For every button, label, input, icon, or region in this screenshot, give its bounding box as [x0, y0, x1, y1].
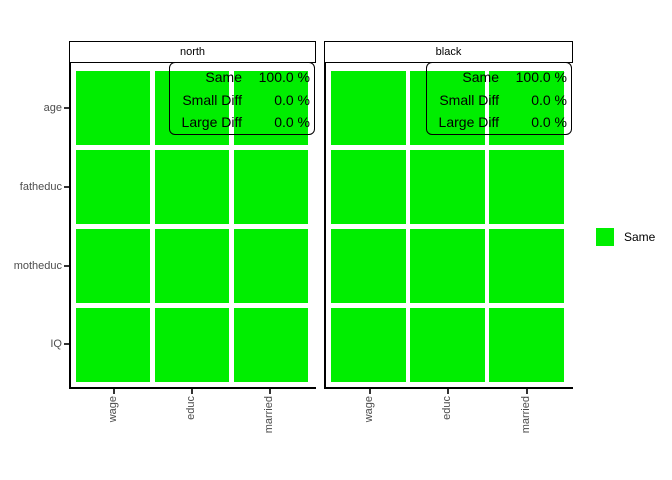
- heatmap-tile: [76, 228, 151, 304]
- heatmap-tile: [410, 307, 485, 382]
- x-tick-label: married: [263, 396, 275, 434]
- y-tick-label: motheduc: [13, 260, 62, 272]
- heatmap-tile: [76, 71, 151, 146]
- x-tick-label: educ: [185, 396, 197, 420]
- annotation-value: 100.0 %: [258, 69, 310, 85]
- heatmap-tile: [489, 149, 564, 225]
- x-axis-tick: [526, 389, 528, 394]
- x-tick-label: educ: [441, 396, 453, 420]
- annotation-box-north: Same 100.0 % Small Diff 0.0 % Large Diff…: [169, 62, 315, 135]
- y-tick-label: age: [43, 102, 62, 114]
- annotation-row: Large Diff 0.0 %: [170, 111, 314, 134]
- heatmap-tile: [331, 307, 406, 382]
- heatmap-tile: [76, 307, 151, 382]
- x-tick-label: wage: [363, 396, 375, 423]
- annotation-value: 0.0 %: [531, 114, 567, 130]
- legend-key-swatch: [596, 228, 614, 246]
- annotation-label: Small Diff: [182, 91, 242, 108]
- heatmap-tile: [489, 228, 564, 304]
- y-axis-tick: [64, 343, 69, 345]
- x-axis-tick: [269, 389, 271, 394]
- heatmap-tile: [154, 228, 230, 304]
- heatmap-tile: [233, 228, 308, 304]
- facet-strip-north: north: [69, 41, 316, 63]
- annotation-label: Same: [205, 69, 242, 85]
- heatmap-tile: [489, 307, 564, 382]
- x-axis-tick: [113, 389, 115, 394]
- x-axis-line: [69, 387, 316, 389]
- annotation-row: Same 100.0 %: [170, 66, 314, 89]
- heatmap-tile: [410, 149, 485, 225]
- annotation-label: Same: [462, 69, 499, 85]
- annotation-value: 0.0 %: [274, 91, 310, 108]
- heatmap-tile: [489, 71, 564, 146]
- y-tick-label: fatheduc: [19, 181, 62, 193]
- annotation-row: Small Diff 0.0 %: [427, 89, 571, 112]
- x-axis-line: [324, 387, 573, 389]
- annotation-row: Same 100.0 %: [427, 66, 571, 89]
- x-axis-tick: [447, 389, 449, 394]
- heatmap-tile: [76, 149, 151, 225]
- facet-strip-label: north: [179, 46, 206, 58]
- y-axis-line: [324, 63, 326, 389]
- annotation-label: Small Diff: [439, 91, 499, 108]
- y-axis-line: [69, 63, 71, 389]
- x-axis-tick: [191, 389, 193, 394]
- y-axis-tick: [64, 265, 69, 267]
- tile-grid-black: [331, 71, 564, 382]
- heatmap-tile: [154, 149, 230, 225]
- y-axis-tick: [64, 186, 69, 188]
- annotation-value: 0.0 %: [531, 91, 567, 108]
- heatmap-tile: [154, 307, 230, 382]
- heatmap-tile: [331, 71, 406, 146]
- x-tick-label: wage: [107, 396, 119, 423]
- facet-strip-black: black: [324, 41, 573, 63]
- legend: Same: [596, 228, 655, 246]
- heatmap-tile: [233, 149, 308, 225]
- x-axis-tick: [369, 389, 371, 394]
- annotation-box-black: Same 100.0 % Small Diff 0.0 % Large Diff…: [426, 62, 572, 135]
- legend-item-label: Same: [624, 230, 656, 244]
- annotation-value: 100.0 %: [515, 69, 567, 85]
- facet-strip-label: black: [435, 46, 462, 58]
- annotation-value: 0.0 %: [274, 114, 310, 130]
- y-axis-tick: [64, 107, 69, 109]
- heatmap-tile: [410, 71, 485, 146]
- x-tick-label: married: [520, 396, 532, 434]
- heatmap-tile: [233, 307, 308, 382]
- annotation-row: Large Diff 0.0 %: [427, 111, 571, 134]
- annotation-label: Large Diff: [181, 114, 242, 130]
- annotation-row: Small Diff 0.0 %: [170, 89, 314, 112]
- heatmap-tile: [331, 228, 406, 304]
- tile-grid-north: [76, 71, 308, 382]
- heatmap-tile: [233, 71, 308, 146]
- heatmap-tile: [154, 71, 230, 146]
- annotation-label: Large Diff: [438, 114, 499, 130]
- y-tick-label: IQ: [50, 338, 62, 350]
- heatmap-tile: [331, 149, 406, 225]
- heatmap-tile: [410, 228, 485, 304]
